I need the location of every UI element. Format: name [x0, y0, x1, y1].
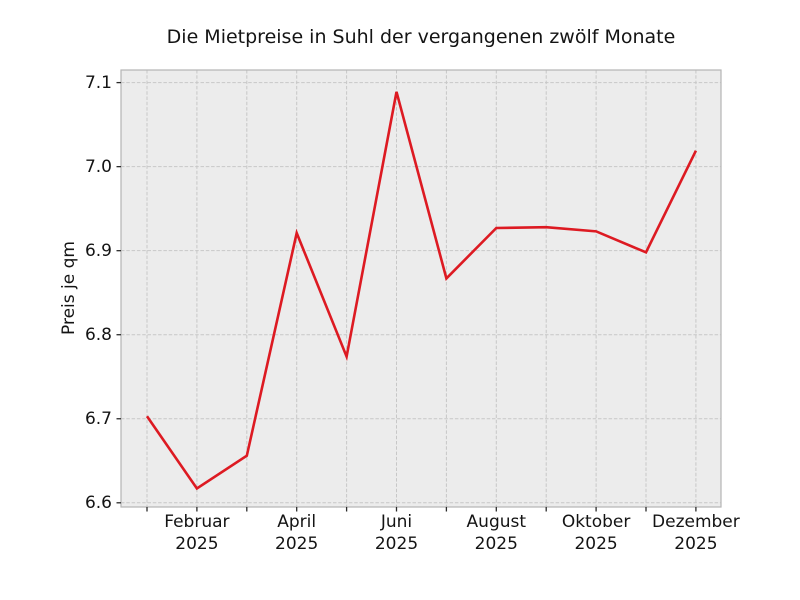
chart-title: Die Mietpreise in Suhl der vergangenen z… — [166, 26, 676, 48]
y-tick-label: 6.8 — [84, 324, 112, 345]
x-tick-year: 2025 — [275, 534, 319, 554]
x-tick-label: April 2025 — [275, 511, 318, 555]
y-tick-label: 6.6 — [84, 492, 112, 513]
x-tick-month: April — [277, 512, 317, 532]
y-tick-label: 6.9 — [84, 240, 112, 261]
x-tick-month: Dezember — [652, 512, 740, 532]
x-tick-month: Februar — [164, 512, 230, 532]
x-tick-label: Dezember 2025 — [652, 511, 740, 555]
x-tick-label: Februar 2025 — [164, 511, 229, 555]
x-tick-year: 2025 — [474, 534, 518, 554]
x-tick-year: 2025 — [574, 534, 618, 554]
x-tick-month: August — [466, 512, 527, 532]
x-tick-month: Juni — [380, 512, 413, 532]
x-tick-label: August 2025 — [467, 511, 527, 555]
x-tick-year: 2025 — [374, 534, 419, 554]
x-tick-label: Oktober 2025 — [562, 511, 631, 555]
x-tick-month: Oktober — [561, 512, 631, 532]
plot-border — [120, 69, 722, 508]
y-tick-label: 7.0 — [84, 156, 112, 177]
x-tick-label: Juni 2025 — [375, 511, 418, 555]
x-tick-year: 2025 — [674, 534, 718, 554]
y-tick-label: 7.1 — [84, 72, 112, 93]
y-tick-label: 6.7 — [84, 408, 112, 429]
price-line — [145, 91, 698, 491]
plot-background — [121, 70, 721, 507]
x-tick-year: 2025 — [175, 534, 219, 554]
